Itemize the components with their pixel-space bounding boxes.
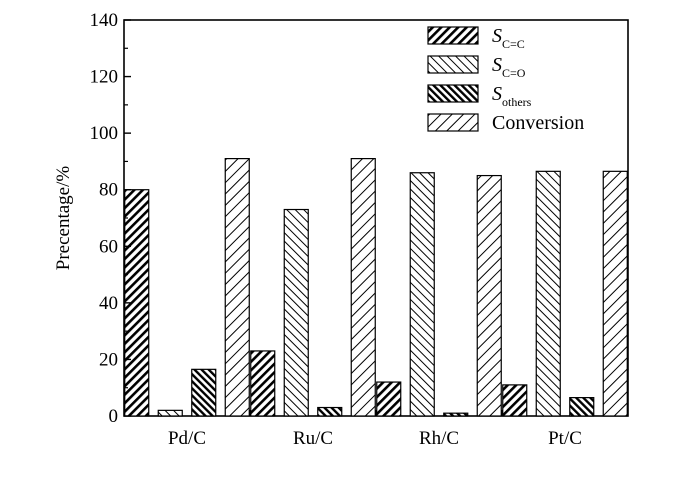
bar-2-ruc xyxy=(283,208,309,417)
y-tick-label: 120 xyxy=(90,67,119,88)
x-tick-label: Pd/C xyxy=(168,428,206,449)
legend-swatch-1 xyxy=(427,26,479,45)
bar-4-pdc xyxy=(224,158,250,417)
bar-3-pdc xyxy=(191,368,217,417)
y-tick-label: 80 xyxy=(99,180,118,201)
bar-3-rhc xyxy=(443,412,469,417)
bar-2-rhc xyxy=(409,172,435,417)
y-tick-label: 140 xyxy=(90,10,119,31)
legend-label-4: Conversion xyxy=(492,112,584,134)
bar-4-ptc xyxy=(602,170,628,417)
bar-3-ruc xyxy=(317,406,343,417)
x-tick-label: Pt/C xyxy=(548,428,582,449)
legend-label-3: Sothers xyxy=(492,83,532,109)
y-tick-label: 60 xyxy=(99,236,118,257)
legend-label-1: SC=C xyxy=(492,25,525,51)
bar-4-ruc xyxy=(350,158,376,417)
bar-1-ruc xyxy=(250,350,276,417)
legend-label-2: SC=O xyxy=(492,54,526,80)
y-tick-label: 20 xyxy=(99,349,118,370)
y-axis-label: Precentage/% xyxy=(53,166,74,271)
legend-swatch-2 xyxy=(427,55,479,74)
axes-group: 0 20 40 60 80 100 120 140 Pd/C Ru/C Rh/C Pt/C xyxy=(90,10,582,449)
bars-group xyxy=(124,158,628,417)
bar-1-rhc xyxy=(376,381,402,417)
x-tick-label: Ru/C xyxy=(293,428,333,449)
x-tick-label: Rh/C xyxy=(419,428,459,449)
legend-swatch-3 xyxy=(427,84,479,103)
bar-3-ptc xyxy=(569,397,595,417)
legend-swatch-4 xyxy=(427,113,479,132)
y-tick-label: 40 xyxy=(99,293,118,314)
bar-2-ptc xyxy=(535,170,561,417)
bar-2-pdc xyxy=(157,409,183,417)
legend: SC=C SC=O Sothers Conversion xyxy=(427,25,584,134)
y-tick-label: 100 xyxy=(90,123,119,144)
bar-4-rhc xyxy=(476,174,502,417)
bar-1-ptc xyxy=(502,384,528,417)
y-tick-label: 0 xyxy=(109,406,119,427)
